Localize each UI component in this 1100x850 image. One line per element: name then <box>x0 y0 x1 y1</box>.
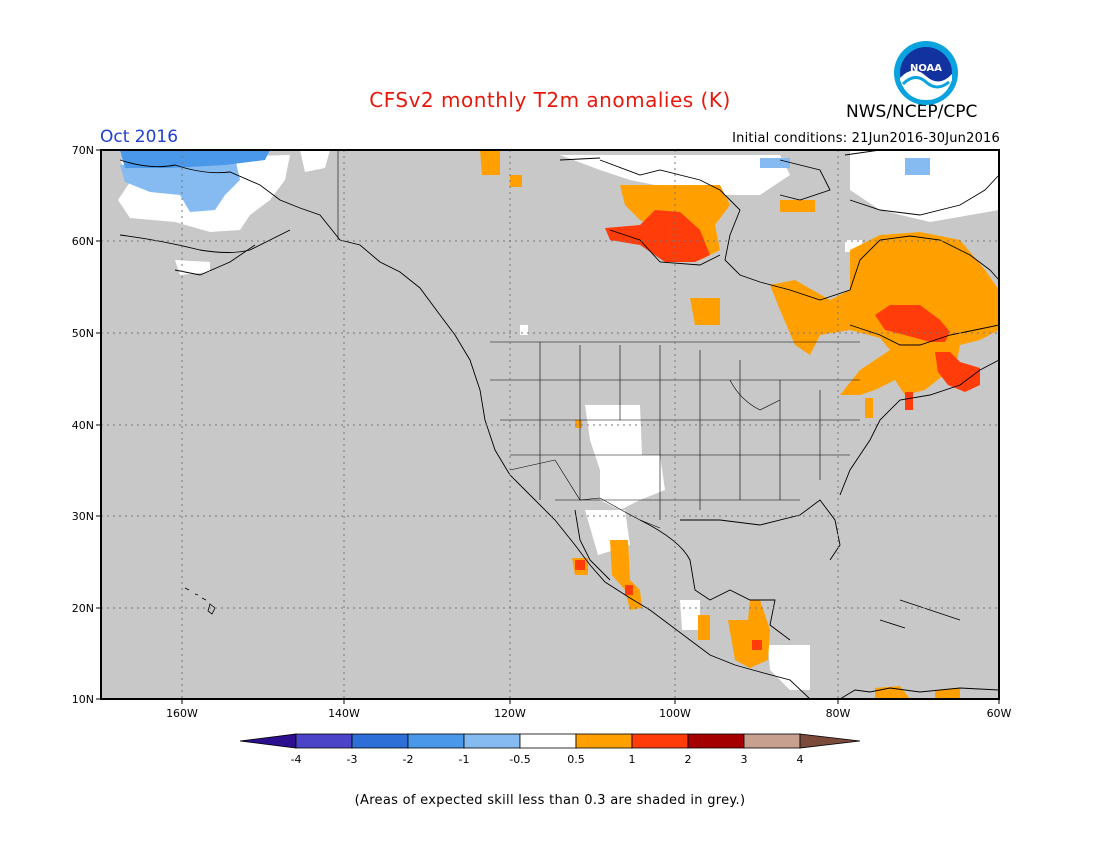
coastlines <box>119 150 999 699</box>
forecast-month-label: Oct 2016 <box>100 127 179 147</box>
colorbar-bin-8 <box>687 733 745 749</box>
colorbar <box>239 733 861 749</box>
colorbar-label: -1 <box>459 753 470 766</box>
colorbar-bin-2 <box>351 733 409 749</box>
noaa-logo: NOAA <box>894 41 958 105</box>
colorbar-bin-6 <box>575 733 633 749</box>
colorbar-label: 2 <box>685 753 692 766</box>
colorbar-max-arrow <box>799 733 861 749</box>
lat-label-30n: 30N <box>72 510 94 523</box>
lat-label-60n: 60N <box>72 235 94 248</box>
lon-label-120w: 120W <box>494 707 526 720</box>
initial-conditions-label: Initial conditions: 21Jun2016-30Jun2016 <box>732 131 1000 146</box>
colorbar-bin-4 <box>463 733 521 749</box>
lat-label-20n: 20N <box>72 602 94 615</box>
colorbar-label: 4 <box>797 753 804 766</box>
gridlines <box>101 150 999 699</box>
lon-label-160w: 160W <box>166 707 198 720</box>
lon-label-60w: 60W <box>987 707 1012 720</box>
political-borders <box>337 150 860 529</box>
cold-anomaly-regions <box>120 150 930 212</box>
warm-anomaly-regions <box>480 150 999 699</box>
map-title: CFSv2 monthly T2m anomalies (K) <box>369 88 731 112</box>
lat-label-10n: 10N <box>72 693 94 706</box>
colorbar-bin-1 <box>295 733 353 749</box>
svg-text:NOAA: NOAA <box>910 63 942 74</box>
lat-label-70n: 70N <box>72 144 94 157</box>
lon-label-100w: 100W <box>659 707 691 720</box>
hawaii-islands <box>184 587 216 615</box>
map-background <box>101 150 999 699</box>
colorbar-label: 0.5 <box>567 753 585 766</box>
colorbar-bin-7 <box>631 733 689 749</box>
map-frame <box>100 149 1000 700</box>
lat-label-50n: 50N <box>72 327 94 340</box>
skill-footnote: (Areas of expected skill less than 0.3 a… <box>354 793 746 808</box>
colorbar-label: -0.5 <box>509 753 530 766</box>
colorbar-bin-3 <box>407 733 465 749</box>
colorbar-bin-9 <box>743 733 801 749</box>
colorbar-label: -4 <box>291 753 302 766</box>
agency-label: NWS/NCEP/CPC <box>846 102 978 122</box>
colorbar-bin-5 <box>519 733 577 749</box>
lon-label-140w: 140W <box>328 707 360 720</box>
lat-label-40n: 40N <box>72 419 94 432</box>
colorbar-label: -2 <box>403 753 414 766</box>
colorbar-label: 3 <box>741 753 748 766</box>
colorbar-min-arrow <box>239 733 297 749</box>
lon-label-80w: 80W <box>826 707 851 720</box>
colorbar-label: -3 <box>347 753 358 766</box>
colorbar-label: 1 <box>629 753 636 766</box>
strong-warm-anomaly-regions <box>575 210 980 650</box>
near-normal-regions <box>118 150 999 690</box>
